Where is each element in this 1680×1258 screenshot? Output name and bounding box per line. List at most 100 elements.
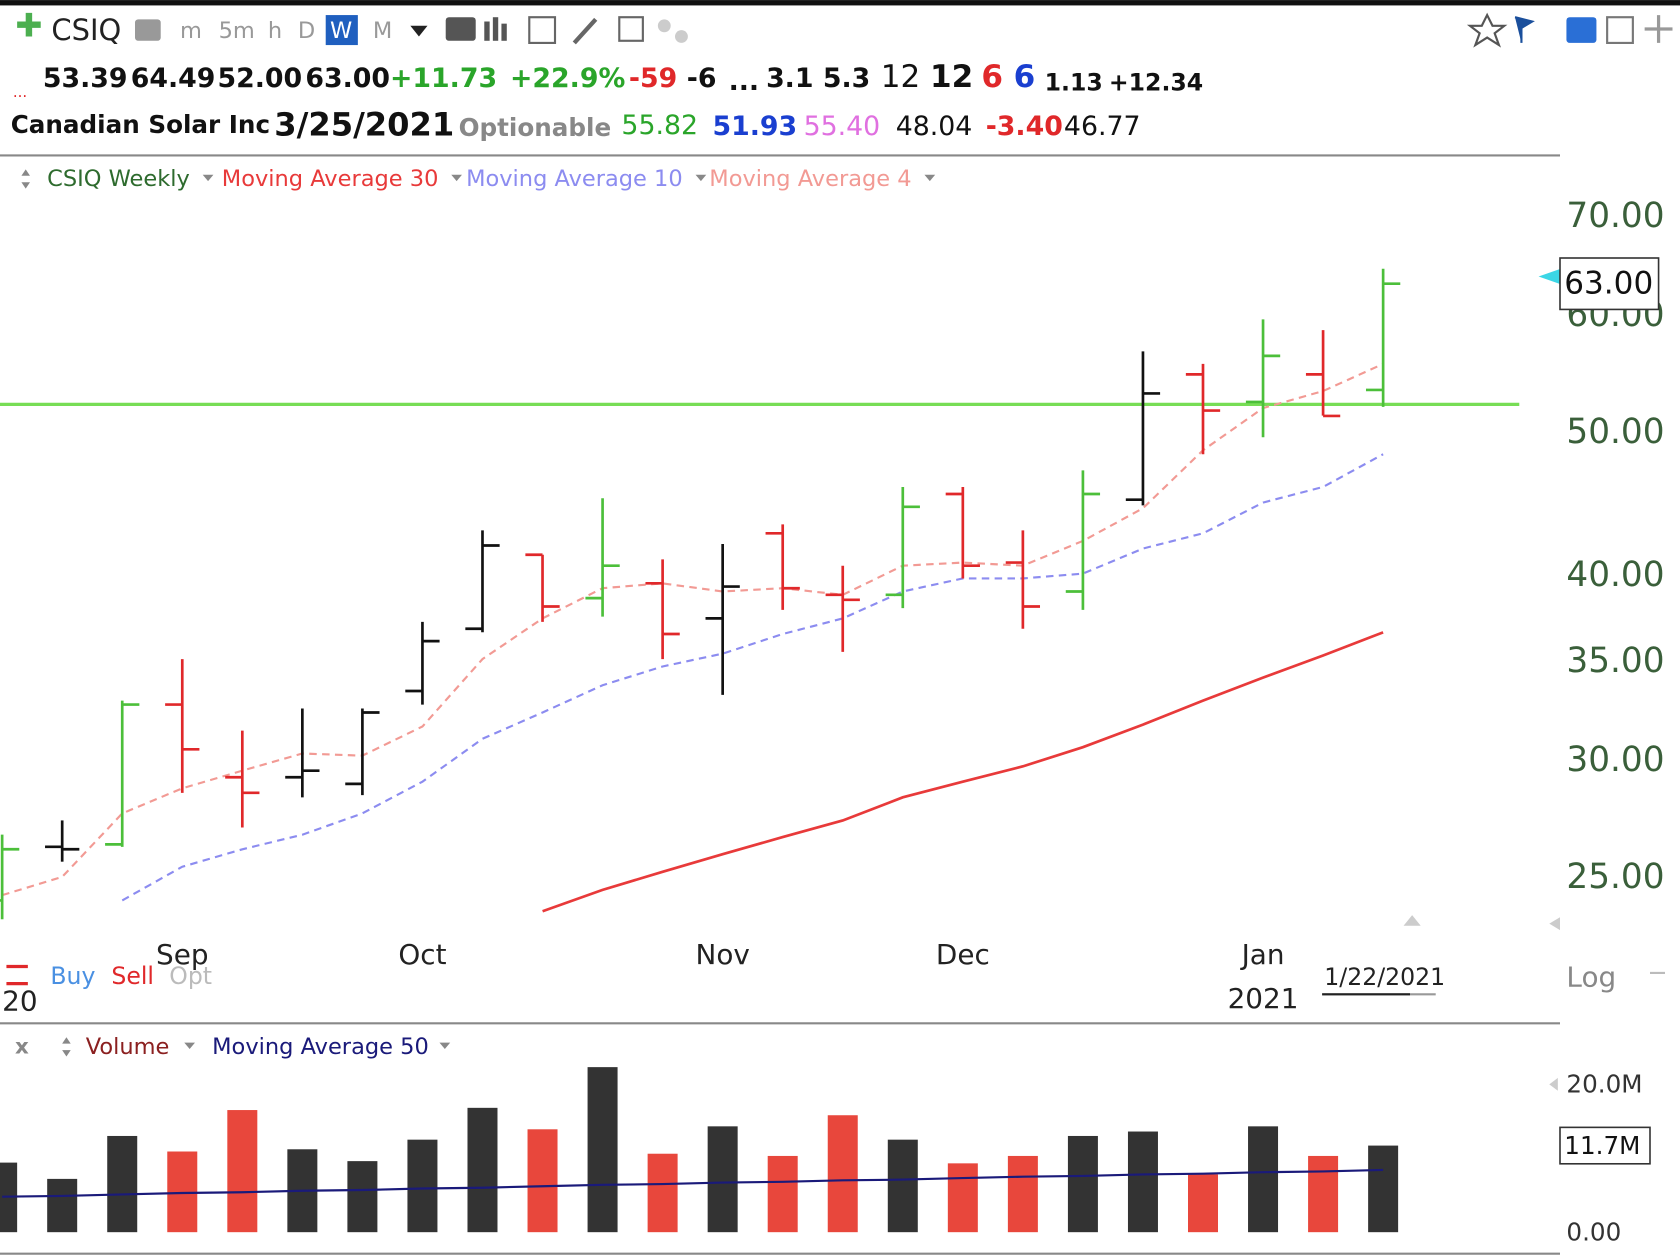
- icon[interactable]: [492, 17, 499, 41]
- volume-bar: [947, 1163, 978, 1233]
- dropdown-icon[interactable]: [439, 1042, 451, 1049]
- volume-bar: [767, 1155, 798, 1233]
- scroll-icon: [1549, 917, 1560, 931]
- add-icon[interactable]: [17, 12, 41, 37]
- volume-bar: [47, 1178, 78, 1233]
- dropdown-icon[interactable]: [410, 25, 428, 37]
- active-interval[interactable]: [325, 15, 358, 46]
- icon[interactable]: [484, 21, 490, 41]
- y-tick-label: 40.00: [1566, 555, 1664, 595]
- volume-bar: [887, 1139, 918, 1233]
- interval-button[interactable]: W: [330, 18, 352, 44]
- scroll-icon: [1403, 915, 1421, 926]
- volume-bar: [1127, 1131, 1158, 1233]
- interval-button[interactable]: D: [298, 18, 315, 44]
- legend-entry[interactable]: Moving Average 10: [466, 166, 683, 192]
- icon[interactable]: [1606, 16, 1634, 45]
- icon[interactable]: [1514, 16, 1535, 43]
- icon[interactable]: [445, 17, 476, 41]
- year-label: 2021: [1228, 982, 1299, 1015]
- top-border: [0, 0, 1680, 6]
- trade-button[interactable]: Opt: [169, 962, 212, 990]
- drag-icon: [21, 169, 30, 189]
- volume-bar: [407, 1139, 438, 1233]
- trade-button[interactable]: Buy: [50, 962, 95, 990]
- icon[interactable]: [657, 19, 671, 33]
- plot-area: [0, 1067, 1399, 1233]
- y-tick-label: 25.00: [1566, 857, 1664, 897]
- icon[interactable]: [618, 16, 644, 42]
- x-tick-label: Jan: [1240, 938, 1285, 971]
- company-name: Canadian Solar Inc: [11, 110, 270, 139]
- trade-button[interactable]: Sell: [111, 962, 154, 990]
- interval-button[interactable]: 5m: [219, 18, 255, 44]
- quote-field: 12: [930, 59, 973, 95]
- legend-entry[interactable]: Moving Average 4: [709, 166, 911, 192]
- optionable: Optionable: [459, 113, 612, 142]
- scale-toggle[interactable]: Log: [1566, 961, 1616, 994]
- quote-field: 55.40: [804, 111, 881, 142]
- legend-entry[interactable]: Moving Average 30: [222, 166, 439, 192]
- icon[interactable]: [675, 30, 688, 43]
- volume-bar: [467, 1107, 498, 1233]
- toolbar: CSIQ m 5m h D W M: [17, 12, 1673, 48]
- quote-last: 63.00: [305, 63, 390, 94]
- volume-panel: x Volume Moving Average 50 0.00 20.0M 11.7M: [0, 1034, 1651, 1247]
- interval-button[interactable]: m: [180, 18, 202, 44]
- dropdown-icon[interactable]: [202, 174, 214, 182]
- legend-entry[interactable]: Volume: [86, 1034, 170, 1060]
- trade-icon[interactable]: [6, 964, 28, 986]
- volume-bar: [647, 1153, 678, 1233]
- interval-button[interactable]: h: [268, 18, 282, 44]
- quote-change-pct: +22.9%: [510, 63, 625, 94]
- drag-icon: [62, 1037, 71, 1057]
- x-tick-label: Nov: [695, 938, 749, 971]
- volume-bar: [1248, 1126, 1279, 1233]
- x-tick-label: Dec: [936, 938, 990, 971]
- interval-button[interactable]: M: [373, 18, 392, 44]
- x-tick-label: Sep: [156, 938, 208, 971]
- icon[interactable]: [572, 17, 598, 45]
- legend-entry[interactable]: Moving Average 50: [212, 1034, 429, 1060]
- quote-date: 3/25/2021: [274, 105, 454, 143]
- icon[interactable]: [1466, 12, 1508, 48]
- quote-field: 12: [881, 59, 921, 95]
- dropdown-icon[interactable]: [451, 174, 462, 182]
- symbol[interactable]: CSIQ: [51, 13, 121, 47]
- dropdown-icon[interactable]: [184, 1042, 195, 1049]
- volume-bar: [527, 1129, 558, 1233]
- dropdown-icon[interactable]: [695, 174, 707, 182]
- icon[interactable]: [528, 16, 557, 45]
- y-tick-label: 50.00: [1566, 412, 1664, 452]
- quote-field: -3.40: [986, 111, 1063, 142]
- close-button[interactable]: x: [15, 1034, 29, 1059]
- icon[interactable]: [501, 23, 507, 41]
- legend-entry[interactable]: CSIQ Weekly: [47, 166, 190, 192]
- y-tick-label: 30.00: [1566, 740, 1664, 780]
- quote-field: -6: [687, 63, 717, 94]
- quote-field: 3.1: [766, 63, 813, 94]
- moving-average: [1, 362, 1384, 897]
- quote-field: 6: [1014, 59, 1036, 95]
- price-panel: CSIQ Weekly Moving Average 30 Moving Avera…: [0, 166, 1665, 1017]
- quote-open: 53.39: [43, 63, 128, 94]
- icon[interactable]: [135, 19, 161, 41]
- cursor-date: 1/22/2021: [1324, 963, 1445, 991]
- icon[interactable]: [1644, 15, 1673, 43]
- dropdown-icon[interactable]: [924, 174, 936, 182]
- plot-area: [0, 268, 1520, 920]
- quote-field: -59: [629, 63, 677, 94]
- y-tick-label: 20.0M: [1566, 1070, 1642, 1099]
- y-tick-label: 70.00: [1566, 196, 1664, 236]
- quote-field: 55.82: [621, 110, 698, 141]
- quote-field: 6: [981, 59, 1003, 95]
- quote-field: ...: [729, 66, 760, 97]
- volume-bar: [1368, 1145, 1399, 1233]
- icon[interactable]: [1566, 17, 1597, 43]
- quote-field: 5.3: [823, 63, 870, 94]
- y-tick-label: 0.00: [1566, 1218, 1621, 1247]
- volume-bar: [1067, 1135, 1098, 1233]
- y-tick-label: 35.00: [1566, 641, 1664, 681]
